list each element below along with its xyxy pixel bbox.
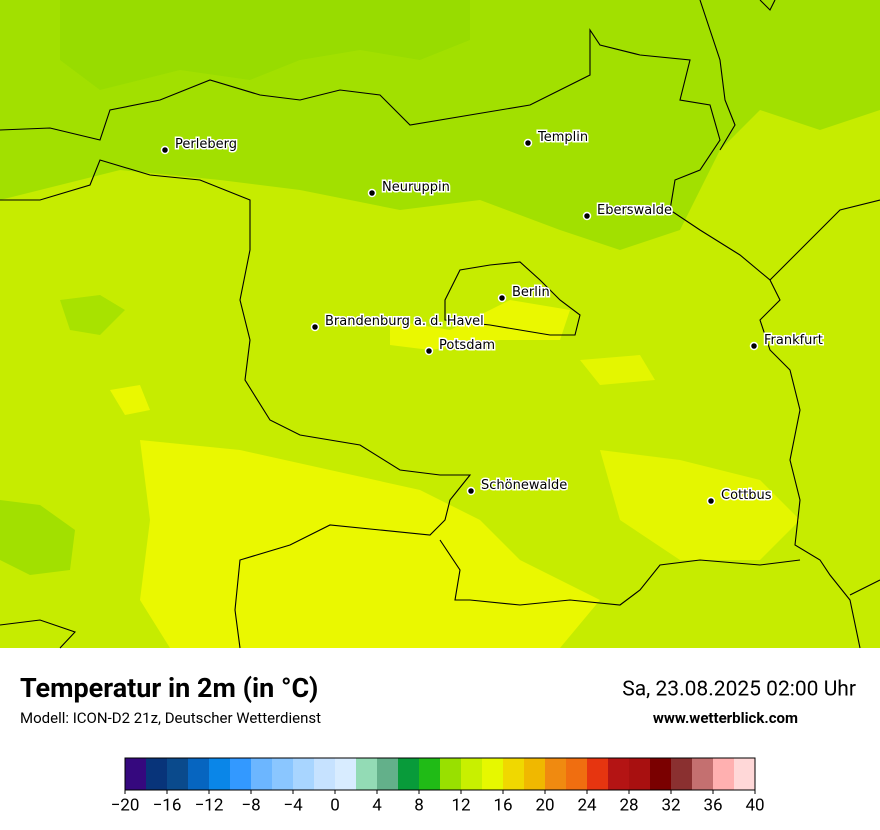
warmer-area <box>110 385 150 415</box>
warmer-area <box>600 450 800 560</box>
colorbar-cell <box>419 758 441 790</box>
city-label: Berlin <box>512 285 550 300</box>
title: Temperatur in 2m (in °C) <box>20 672 318 704</box>
colorbar-cell <box>167 758 189 790</box>
warmer-area <box>390 300 570 350</box>
colorbar-cell <box>503 758 525 790</box>
colorbar-frame <box>124 757 756 791</box>
colorbar-cell <box>272 758 294 790</box>
colorbar-cell <box>293 758 315 790</box>
city-dot <box>706 496 716 506</box>
colorbar-cell <box>440 758 462 790</box>
colorbar-tick-label: −4 <box>283 795 303 815</box>
colorbar-tick-label: 40 <box>745 795 764 815</box>
city-label: Frankfurt <box>764 333 823 348</box>
colorbar: −20 −16 −12 −8 −4 0 4 8 12 16 20 24 28 32 36 40 <box>111 757 765 815</box>
city-label: Schönewalde <box>481 478 567 493</box>
colorbar-tick-label: −16 <box>153 795 182 815</box>
border <box>759 0 880 596</box>
datetime: Sa, 23.08.2025 02:00 Uhr <box>622 678 856 702</box>
cooler-area <box>0 500 75 575</box>
colorbar-tick-label: −20 <box>111 795 140 815</box>
colorbar-cell <box>461 758 483 790</box>
colorbar-tick-label: 12 <box>451 795 470 815</box>
map: Perleberg Templin Neuruppin Eberswalde Berli… <box>0 0 880 649</box>
cooler-area <box>60 295 125 335</box>
city-label: Perleberg <box>175 137 237 152</box>
border <box>439 539 801 606</box>
colorbar-cell <box>377 758 399 790</box>
colorbar-cell <box>125 758 147 790</box>
city-dot <box>582 211 592 221</box>
colorbar-cell <box>608 758 630 790</box>
city-label: Eberswalde <box>597 203 672 218</box>
colorbar-cell <box>230 758 252 790</box>
colorbar-cell <box>188 758 210 790</box>
border <box>0 28 861 649</box>
colorbar-cell <box>629 758 651 790</box>
colorbar-cell <box>335 758 357 790</box>
subtitle: Modell: ICON-D2 21z, Deutscher Wetterdie… <box>20 709 321 727</box>
border <box>444 261 581 336</box>
border <box>699 0 736 151</box>
colorbar-tick-label: 28 <box>619 795 638 815</box>
colorbar-cell <box>524 758 546 790</box>
colorbar-cell <box>545 758 567 790</box>
colorbar-tick-label: −12 <box>195 795 224 815</box>
colorbar-tick-label: −8 <box>241 795 260 815</box>
colorbar-cell <box>692 758 714 790</box>
city-label: Neuruppin <box>382 180 450 195</box>
city-dot <box>466 486 476 496</box>
colorbar-cell <box>671 758 693 790</box>
colorbar-cell <box>146 758 168 790</box>
colorbar-tick-label: 16 <box>493 795 512 815</box>
city-dot <box>160 145 170 155</box>
colorbar-cell <box>482 758 504 790</box>
warmer-area <box>140 440 600 648</box>
city-label: Brandenburg a. d. Havel <box>325 314 484 329</box>
colorbar-cell <box>398 758 420 790</box>
colorbar-cell <box>314 758 336 790</box>
city-label: Potsdam <box>439 338 495 353</box>
colorbar-tick-label: 0 <box>330 795 340 815</box>
city-dot <box>749 341 759 351</box>
colorbar-tick-label: 36 <box>703 795 722 815</box>
border <box>0 159 472 649</box>
city-dot <box>310 322 320 332</box>
website: www.wetterblick.com <box>653 709 798 727</box>
colorbar-cell <box>650 758 672 790</box>
warmer-area <box>580 355 655 385</box>
colorbar-cell <box>209 758 231 790</box>
city-label: Templin <box>537 130 588 145</box>
city-dot <box>424 346 434 356</box>
colorbar-tick-label: 4 <box>372 795 382 815</box>
city-label: Cottbus <box>721 488 772 503</box>
city-dot <box>497 293 507 303</box>
colorbar-cell <box>356 758 378 790</box>
colorbar-tick-label: 8 <box>414 795 424 815</box>
cooler-area <box>60 0 470 90</box>
colorbar-cell <box>713 758 735 790</box>
colorbar-tick-label: 24 <box>577 795 597 815</box>
colorbar-cell <box>251 758 273 790</box>
city-dot <box>523 138 533 148</box>
colorbar-tick-label: 32 <box>661 795 680 815</box>
border <box>0 619 76 649</box>
colorbar-tick-label: 20 <box>535 795 554 815</box>
colorbar-cell <box>587 758 609 790</box>
colorbar-cell <box>734 758 756 790</box>
colorbar-cell <box>566 758 588 790</box>
city-layer: Perleberg Templin Neuruppin Eberswalde Berli… <box>160 129 824 506</box>
city-dot <box>367 188 377 198</box>
